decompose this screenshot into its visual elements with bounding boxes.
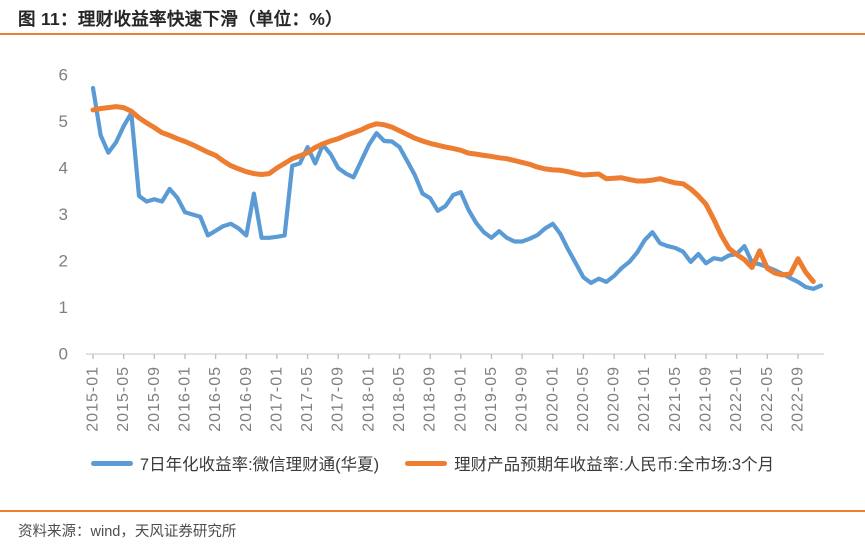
x-tick-label: 2015-01	[85, 366, 102, 432]
x-tick-label: 2022-01	[728, 366, 745, 432]
legend-item-orange: 理财产品预期年收益率:人民币:全市场:3个月	[405, 451, 774, 475]
x-tick-label: 2019-05	[483, 366, 500, 432]
legend-label: 理财产品预期年收益率:人民币:全市场:3个月	[454, 456, 775, 474]
series-line-blue	[90, 85, 824, 291]
x-tick-label: 2022-09	[789, 366, 806, 432]
y-tick-label: 4	[59, 159, 68, 178]
x-tick-label: 2021-09	[698, 366, 715, 432]
legend-item-blue: 7日年化收益率:微信理财通(华夏)	[90, 451, 380, 475]
y-tick-label: 1	[59, 298, 68, 317]
x-tick-label: 2017-01	[268, 366, 285, 432]
x-tick-label: 2020-01	[544, 366, 561, 432]
x-tick-label: 2018-01	[360, 366, 377, 432]
x-tick-label: 2021-05	[667, 366, 684, 432]
y-tick-label: 2	[59, 252, 68, 271]
x-tick-label: 2019-09	[514, 366, 531, 432]
legend-swatch-icon	[405, 460, 448, 466]
y-tick-label: 6	[59, 66, 68, 85]
chart-legend: 7日年化收益率:微信理财通(华夏) 理财产品预期年收益率:人民币:全市场:3个月	[0, 451, 865, 475]
x-tick-label: 2018-05	[391, 366, 408, 432]
title-divider	[0, 33, 865, 35]
legend-label: 7日年化收益率:微信理财通(华夏)	[139, 456, 380, 474]
x-tick-label: 2020-05	[575, 366, 592, 432]
y-tick-label: 0	[59, 345, 68, 364]
x-tick-label: 2015-05	[115, 366, 132, 432]
y-tick-label: 3	[59, 205, 68, 224]
source-note: 资料来源：wind，天风证券研究所	[18, 524, 237, 540]
x-tick-label: 2017-09	[330, 366, 347, 432]
y-tick-label: 5	[59, 112, 68, 131]
x-tick-label: 2016-01	[176, 366, 193, 432]
x-tick-label: 2016-05	[207, 366, 224, 432]
x-tick-label: 2017-05	[299, 366, 316, 432]
x-tick-label: 2019-01	[452, 366, 469, 432]
series-line-orange	[90, 104, 816, 284]
x-tick-label: 2015-09	[146, 366, 163, 432]
x-tick-label: 2022-05	[759, 366, 776, 432]
x-tick-label: 2016-09	[238, 366, 255, 432]
x-tick-label: 2018-09	[422, 366, 439, 432]
x-tick-label: 2020-09	[606, 366, 623, 432]
x-tick-label: 2021-01	[636, 366, 653, 432]
page-title: 图 11：理财收益率快速下滑（单位：%）	[18, 9, 343, 29]
legend-swatch-icon	[90, 460, 133, 466]
footer-divider	[0, 510, 865, 512]
